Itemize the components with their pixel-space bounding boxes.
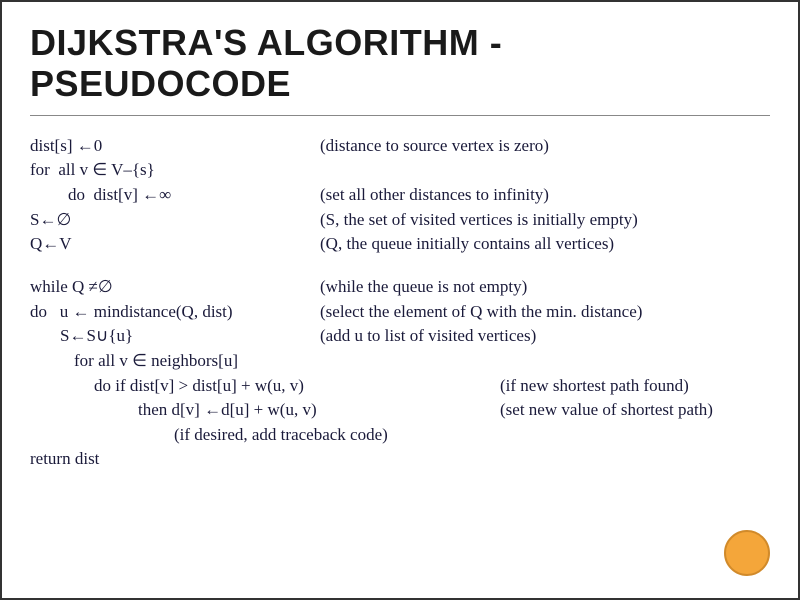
- code-comment: [320, 158, 770, 183]
- slide-title: DIJKSTRA'S ALGORITHM - PSEUDOCODE: [30, 22, 770, 116]
- code-line: S←S∪{u} (add u to list of visited vertic…: [30, 324, 770, 349]
- code-line: Q←V (Q, the queue initially contains all…: [30, 232, 770, 257]
- code-comment: (set new value of shortest path): [500, 398, 713, 423]
- code-line: for all v ∈ neighbors[u]: [30, 349, 770, 374]
- code-text: S←∅: [30, 208, 320, 233]
- code-comment: (if new shortest path found): [500, 374, 689, 399]
- code-text: do if dist[v] > dist[u] + w(u, v): [30, 374, 500, 399]
- code-text: do u ← mindistance(Q, dist): [30, 300, 320, 325]
- code-text: while Q ≠∅: [30, 275, 320, 300]
- code-line: while Q ≠∅ (while the queue is not empty…: [30, 275, 770, 300]
- code-comment: (distance to source vertex is zero): [320, 134, 770, 159]
- code-line: then d[v] ←d[u] + w(u, v) (set new value…: [30, 398, 770, 423]
- code-text: for all v ∈ neighbors[u]: [30, 349, 238, 374]
- slide-container: DIJKSTRA'S ALGORITHM - PSEUDOCODE dist[s…: [0, 0, 800, 600]
- code-line: (if desired, add traceback code): [30, 423, 770, 448]
- code-text: for all v ∈ V–{s}: [30, 158, 320, 183]
- code-text: S←S∪{u}: [30, 324, 320, 349]
- code-comment: (Q, the queue initially contains all ver…: [320, 232, 770, 257]
- slide-content: dist[s] ←0 (distance to source vertex is…: [30, 134, 770, 472]
- decorative-circle-icon: [724, 530, 770, 576]
- code-line: for all v ∈ V–{s}: [30, 158, 770, 183]
- code-text: (if desired, add traceback code): [30, 423, 388, 448]
- code-line: do if dist[v] > dist[u] + w(u, v) (if ne…: [30, 374, 770, 399]
- code-comment: (add u to list of visited vertices): [320, 324, 770, 349]
- code-text: dist[s] ←0: [30, 134, 320, 159]
- pseudocode-block-loop: while Q ≠∅ (while the queue is not empty…: [30, 275, 770, 472]
- code-line: S←∅ (S, the set of visited vertices is i…: [30, 208, 770, 233]
- code-text: Q←V: [30, 232, 320, 257]
- code-text: return dist: [30, 447, 99, 472]
- code-comment: (S, the set of visited vertices is initi…: [320, 208, 770, 233]
- code-comment: (set all other distances to infinity): [320, 183, 770, 208]
- code-text: then d[v] ←d[u] + w(u, v): [30, 398, 500, 423]
- pseudocode-block-init: dist[s] ←0 (distance to source vertex is…: [30, 134, 770, 257]
- code-line: do dist[v] ←∞ (set all other distances t…: [30, 183, 770, 208]
- code-comment: (select the element of Q with the min. d…: [320, 300, 770, 325]
- code-text: do dist[v] ←∞: [30, 183, 320, 208]
- code-comment: (while the queue is not empty): [320, 275, 770, 300]
- code-line: dist[s] ←0 (distance to source vertex is…: [30, 134, 770, 159]
- code-line: return dist: [30, 447, 770, 472]
- code-line: do u ← mindistance(Q, dist) (select the …: [30, 300, 770, 325]
